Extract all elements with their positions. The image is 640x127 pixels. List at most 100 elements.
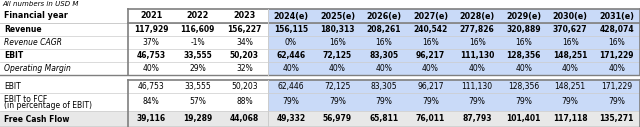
Bar — [0, 93, 128, 111]
Text: 79%: 79% — [608, 98, 625, 107]
Text: Operating Margin: Operating Margin — [4, 64, 71, 73]
Text: 101,401: 101,401 — [506, 115, 541, 123]
Text: 56,979: 56,979 — [323, 115, 352, 123]
Text: 40%: 40% — [329, 64, 346, 73]
Bar — [221, 93, 268, 111]
Text: 117,929: 117,929 — [134, 25, 168, 34]
Bar — [361, 111, 407, 127]
Text: 171,229: 171,229 — [600, 51, 634, 60]
Text: 135,271: 135,271 — [600, 115, 634, 123]
Text: 79%: 79% — [468, 98, 486, 107]
Bar — [268, 80, 314, 93]
Bar — [361, 62, 407, 75]
Text: 2027(e): 2027(e) — [413, 12, 448, 20]
Text: 111,130: 111,130 — [460, 51, 494, 60]
Bar — [547, 80, 593, 93]
Text: 49,332: 49,332 — [276, 115, 305, 123]
Text: 117,118: 117,118 — [553, 115, 588, 123]
Text: 2025(e): 2025(e) — [320, 12, 355, 20]
Bar — [407, 49, 454, 62]
Text: 0%: 0% — [285, 38, 297, 47]
Text: 62,446: 62,446 — [276, 51, 305, 60]
Text: 39,116: 39,116 — [137, 115, 166, 123]
Text: 2022: 2022 — [187, 12, 209, 20]
Bar — [361, 36, 407, 49]
Text: All numbers in USD M: All numbers in USD M — [2, 2, 78, 7]
Bar — [547, 93, 593, 111]
Bar — [314, 49, 361, 62]
Bar — [454, 49, 500, 62]
Bar — [454, 62, 500, 75]
Bar — [314, 80, 361, 93]
Text: 57%: 57% — [189, 98, 206, 107]
Text: 33,555: 33,555 — [184, 51, 212, 60]
Text: 40%: 40% — [282, 64, 300, 73]
Text: 72,125: 72,125 — [323, 51, 352, 60]
Bar — [175, 111, 221, 127]
Text: 79%: 79% — [422, 98, 439, 107]
Text: 2028(e): 2028(e) — [460, 12, 495, 20]
Bar — [361, 23, 407, 36]
Bar — [314, 23, 361, 36]
Text: 79%: 79% — [329, 98, 346, 107]
Text: 2021: 2021 — [140, 12, 163, 20]
Text: 128,356: 128,356 — [506, 51, 541, 60]
Text: 84%: 84% — [143, 98, 159, 107]
Bar — [547, 49, 593, 62]
Bar — [175, 36, 221, 49]
Bar — [454, 23, 500, 36]
Bar — [128, 23, 175, 36]
Bar — [128, 80, 175, 93]
Bar — [268, 9, 314, 23]
Text: 128,356: 128,356 — [508, 82, 540, 91]
Bar — [268, 23, 314, 36]
Bar — [500, 23, 547, 36]
Bar — [0, 23, 128, 36]
Bar — [314, 93, 361, 111]
Text: 16%: 16% — [609, 38, 625, 47]
Text: 50,203: 50,203 — [230, 51, 259, 60]
Text: 33,555: 33,555 — [184, 82, 211, 91]
Bar — [500, 111, 547, 127]
Text: 62,446: 62,446 — [278, 82, 304, 91]
Bar — [593, 62, 640, 75]
Text: 40%: 40% — [422, 64, 439, 73]
Text: 428,074: 428,074 — [600, 25, 634, 34]
Text: 16%: 16% — [329, 38, 346, 47]
Text: (in percentage of EBIT): (in percentage of EBIT) — [4, 101, 92, 110]
Text: 16%: 16% — [562, 38, 579, 47]
Text: 2030(e): 2030(e) — [553, 12, 588, 20]
Text: 16%: 16% — [468, 38, 486, 47]
Text: 46,753: 46,753 — [138, 82, 164, 91]
Bar — [454, 111, 500, 127]
Text: 156,227: 156,227 — [227, 25, 262, 34]
Text: Financial year: Financial year — [4, 12, 68, 20]
Text: EBIT: EBIT — [4, 82, 20, 91]
Text: 171,229: 171,229 — [601, 82, 632, 91]
Text: 79%: 79% — [376, 98, 392, 107]
Bar — [454, 36, 500, 49]
Bar — [128, 62, 175, 75]
Bar — [221, 9, 268, 23]
Bar — [454, 80, 500, 93]
Bar — [547, 36, 593, 49]
Text: 156,115: 156,115 — [274, 25, 308, 34]
Text: 16%: 16% — [422, 38, 439, 47]
Bar — [407, 23, 454, 36]
Text: 16%: 16% — [515, 38, 532, 47]
Bar — [500, 80, 547, 93]
Text: 76,011: 76,011 — [416, 115, 445, 123]
Bar — [0, 9, 128, 23]
Bar — [314, 9, 361, 23]
Bar — [407, 111, 454, 127]
Bar — [593, 80, 640, 93]
Bar — [128, 49, 175, 62]
Text: 2024(e): 2024(e) — [273, 12, 308, 20]
Text: 16%: 16% — [376, 38, 392, 47]
Bar — [407, 62, 454, 75]
Text: 40%: 40% — [376, 64, 392, 73]
Bar — [221, 36, 268, 49]
Text: 208,261: 208,261 — [367, 25, 401, 34]
Bar — [175, 93, 221, 111]
Bar — [454, 9, 500, 23]
